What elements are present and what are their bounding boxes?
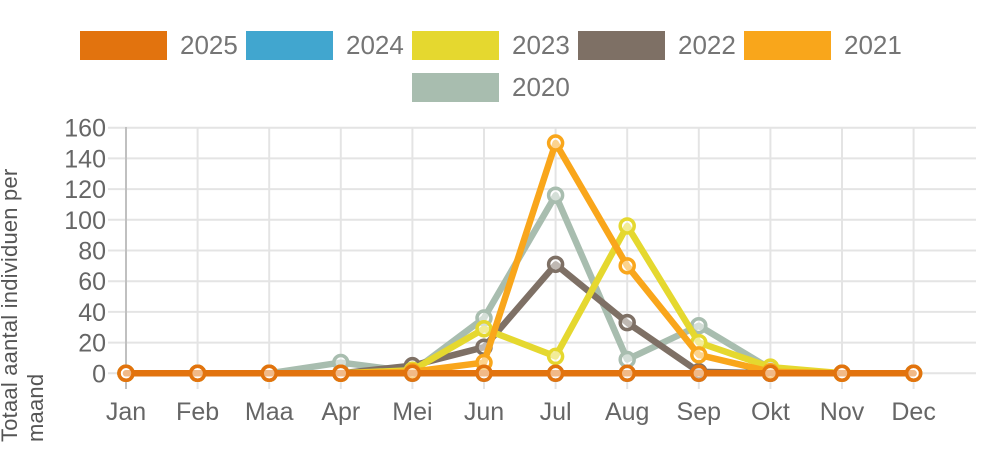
point-2025-Mei[interactable]: [403, 364, 422, 383]
x-tick-label: Dec: [891, 398, 935, 426]
x-tick-label: Feb: [176, 398, 219, 426]
legend-label: 2021: [844, 30, 902, 60]
y-tick-label: 140: [64, 145, 106, 173]
legend-label: 2022: [678, 30, 736, 60]
point-2025-Jul[interactable]: [546, 364, 565, 383]
chart-legend: 2025 2024 2023 2022 2021 2020: [0, 31, 984, 102]
y-tick-label: 20: [78, 330, 106, 358]
point-2025-Jun[interactable]: [475, 364, 493, 383]
x-tick-label: Jun: [464, 398, 504, 426]
series-line-2021: [122, 139, 917, 377]
legend-item-2022[interactable]: 2022: [578, 31, 738, 60]
y-tick-label: 120: [64, 176, 106, 204]
legend-swatch-2025: [80, 31, 167, 60]
point-2021-Aug[interactable]: [618, 257, 636, 275]
point-2025-Aug[interactable]: [618, 364, 636, 383]
point-2025-Sep[interactable]: [690, 364, 708, 383]
x-tick-label: Okt: [751, 398, 790, 426]
x-tick-label: Sep: [677, 398, 721, 426]
y-tick-label: 60: [78, 268, 106, 296]
point-2021-Sep[interactable]: [690, 346, 708, 364]
y-tick-label: 160: [64, 115, 106, 143]
legend-item-2023[interactable]: 2023: [412, 31, 572, 60]
x-tick-label: Aug: [605, 398, 649, 426]
legend-swatch-2023: [412, 31, 499, 60]
y-tick-label: 40: [78, 299, 106, 327]
legend-item-2021[interactable]: 2021: [744, 31, 904, 60]
point-2023-Jun[interactable]: [475, 320, 493, 338]
point-2025-Feb[interactable]: [188, 364, 207, 383]
point-2025-Nov[interactable]: [833, 364, 851, 383]
point-2021-Jul[interactable]: [546, 134, 565, 152]
legend-item-2020[interactable]: 2020: [412, 73, 572, 102]
y-tick-label: 0: [92, 360, 106, 388]
point-2025-Dec[interactable]: [904, 364, 923, 383]
legend-label: 2023: [512, 30, 570, 60]
legend-swatch-2022: [578, 31, 665, 60]
legend-item-2025[interactable]: 2025: [80, 31, 240, 60]
point-2020-Jul[interactable]: [546, 186, 565, 204]
point-2025-Jan[interactable]: [117, 364, 135, 383]
point-2023-Aug[interactable]: [618, 217, 636, 235]
series-line-2020: [122, 191, 917, 377]
point-2023-Jul[interactable]: [546, 347, 565, 366]
x-tick-label: Mei: [392, 398, 432, 426]
y-tick-label: 80: [78, 238, 106, 266]
x-tick-label: Maa: [245, 398, 294, 426]
x-tick-label: Jan: [106, 398, 146, 426]
point-2025-Maa[interactable]: [260, 364, 278, 383]
legend-swatch-2024: [246, 31, 333, 60]
point-2022-Jul[interactable]: [546, 255, 565, 274]
point-2020-Aug[interactable]: [618, 350, 636, 369]
x-tick-label: Jul: [540, 398, 572, 426]
legend-swatch-2020: [412, 73, 499, 102]
legend-item-2024[interactable]: 2024: [246, 31, 406, 60]
y-tick-label: 100: [64, 207, 106, 235]
point-2025-Apr[interactable]: [332, 364, 350, 383]
legend-swatch-2021: [744, 31, 831, 60]
point-2025-Okt[interactable]: [761, 364, 780, 383]
legend-label: 2024: [346, 30, 404, 60]
legend-label: 2025: [180, 30, 238, 60]
x-tick-label: Nov: [820, 398, 865, 426]
point-2022-Aug[interactable]: [618, 313, 636, 332]
x-tick-label: Apr: [321, 398, 360, 426]
legend-label: 2020: [512, 72, 570, 102]
y-axis-title: Totaal aantal individuen per maand: [0, 168, 48, 442]
